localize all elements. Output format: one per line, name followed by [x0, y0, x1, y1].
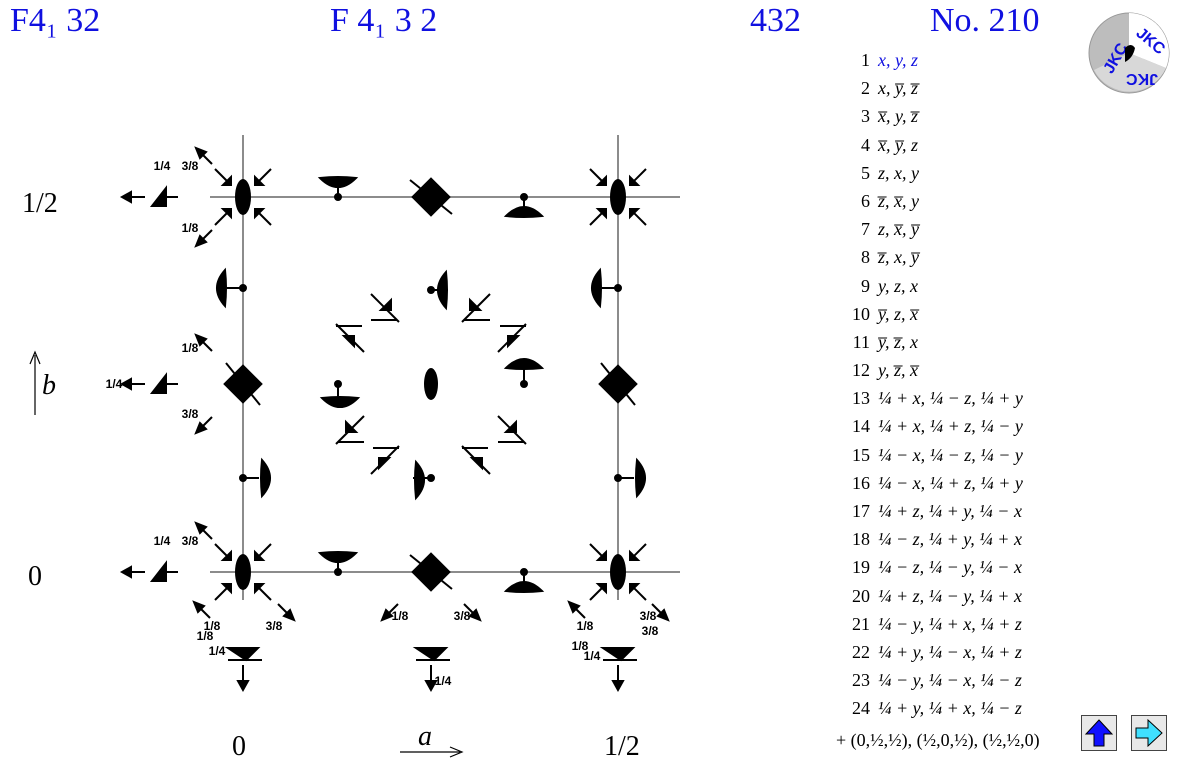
operation-row: 9 y, z, x [861, 275, 918, 296]
left-label-half: 1/2 [22, 188, 58, 219]
bottom-label-zero: 0 [232, 731, 246, 762]
svg-text:3/8: 3/8 [182, 534, 199, 548]
operation-row: 23 ¼ − y, ¼ − x, ¼ − z [852, 670, 1022, 691]
threefold-symbols [216, 176, 646, 593]
operation-row: 3 x̅, y, z̅ [861, 106, 918, 127]
svg-text:1/4: 1/4 [154, 159, 171, 173]
left-label-b: b [42, 370, 56, 401]
corner-arrows [214, 168, 647, 601]
symmetry-diagram: 1/4 3/8 1/8 1/8 3/8 1/4 1/4 3/8 1/8 3/8 … [22, 135, 680, 762]
up-arrow-icon [1084, 719, 1114, 747]
svg-text:3/8: 3/8 [454, 609, 471, 623]
operation-row: 14 ¼ + x, ¼ + z, ¼ − y [852, 416, 1023, 437]
fourfold-axes [235, 179, 626, 590]
svg-text:1/4: 1/4 [209, 644, 226, 658]
left-label-zero: 0 [28, 561, 42, 592]
up-button[interactable] [1081, 715, 1117, 751]
operation-row: 11 y̅, z̅, x [852, 331, 918, 352]
right-arrow-icon [1135, 718, 1163, 748]
operation-row: 16 ¼ − x, ¼ + z, ¼ + y [852, 472, 1023, 493]
bottom-label-a: a [418, 721, 432, 752]
operation-row: 24 ¼ + y, ¼ + x, ¼ − z [852, 698, 1022, 719]
svg-text:1/8: 1/8 [182, 221, 199, 235]
operation-row: 1 x, y, z [861, 50, 918, 70]
svg-text:1/8: 1/8 [182, 341, 199, 355]
operation-row: 17 ¼ + z, ¼ + y, ¼ − x [852, 501, 1022, 521]
operation-row: 5 z, x, y [861, 162, 919, 183]
operation-row: 7 z, x̅, y̅ [861, 219, 919, 240]
svg-text:1/8: 1/8 [577, 619, 594, 633]
symmetry-operations-list: 1 x, y, z 2 x, y̅, z̅ 3 x̅, y, z̅ 4 x̅, y̅, … [838, 46, 1078, 723]
jkc-logo: JKC JKC JKC [1088, 12, 1170, 94]
operation-row: 22 ¼ + y, ¼ − x, ¼ + z [852, 641, 1022, 662]
height-labels: 1/4 3/8 1/8 1/8 3/8 1/4 1/4 3/8 1/8 3/8 … [106, 159, 659, 688]
operation-row: 21 ¼ − y, ¼ + x, ¼ + z [852, 613, 1022, 634]
bottom-edge-arrows [192, 600, 670, 693]
space-group-number: No. 210 [930, 2, 1040, 39]
centering-translations: + (0,½,½), (½,0,½), (½,½,0) [836, 730, 1040, 750]
svg-text:1/8: 1/8 [572, 639, 589, 653]
svg-text:JKC: JKC [1126, 70, 1158, 87]
svg-text:1/4: 1/4 [106, 377, 123, 391]
next-button[interactable] [1131, 715, 1167, 751]
operation-row: 19 ¼ − z, ¼ − y, ¼ − x [852, 557, 1022, 578]
svg-text:1/4: 1/4 [584, 649, 601, 663]
svg-text:3/8: 3/8 [182, 407, 199, 421]
operation-row: 10 y̅, z, x̅ [852, 303, 918, 324]
full-hm-symbol: F 4₁ 3 2 [330, 2, 438, 39]
left-edge-arrows [119, 146, 213, 582]
svg-text:3/8: 3/8 [642, 624, 659, 638]
operation-row: 18 ¼ − z, ¼ + y, ¼ + x [852, 529, 1022, 550]
svg-text:1/8: 1/8 [204, 619, 221, 633]
cell-lines [210, 135, 680, 600]
svg-text:1/8: 1/8 [197, 629, 214, 643]
svg-text:1/8: 1/8 [392, 609, 409, 623]
svg-text:1/4: 1/4 [154, 534, 171, 548]
operation-row: 15 ¼ − x, ¼ − z, ¼ − y [852, 444, 1023, 465]
operation-row: 2 x, y̅, z̅ [861, 78, 918, 99]
svg-text:3/8: 3/8 [640, 609, 657, 623]
operation-row: 8 z̅, x, y̅ [861, 247, 919, 268]
svg-text:3/8: 3/8 [182, 159, 199, 173]
short-hm-symbol: F4₁ 32 [10, 2, 101, 39]
operation-row: 6 z̅, x̅, y [861, 190, 919, 211]
operation-row: 13 ¼ + x, ¼ − z, ¼ + y [852, 388, 1023, 409]
svg-text:1/4: 1/4 [435, 674, 452, 688]
point-group: 432 [750, 2, 801, 39]
inner-diagonal-symbols [335, 293, 527, 475]
operation-row: 4 x̅, y̅, z [861, 134, 918, 155]
bottom-label-half: 1/2 [604, 731, 640, 762]
operation-row: 20 ¼ + z, ¼ − y, ¼ + x [852, 585, 1022, 606]
operation-row: 12 y, z̅, x̅ [852, 360, 918, 381]
svg-text:3/8: 3/8 [266, 619, 283, 633]
